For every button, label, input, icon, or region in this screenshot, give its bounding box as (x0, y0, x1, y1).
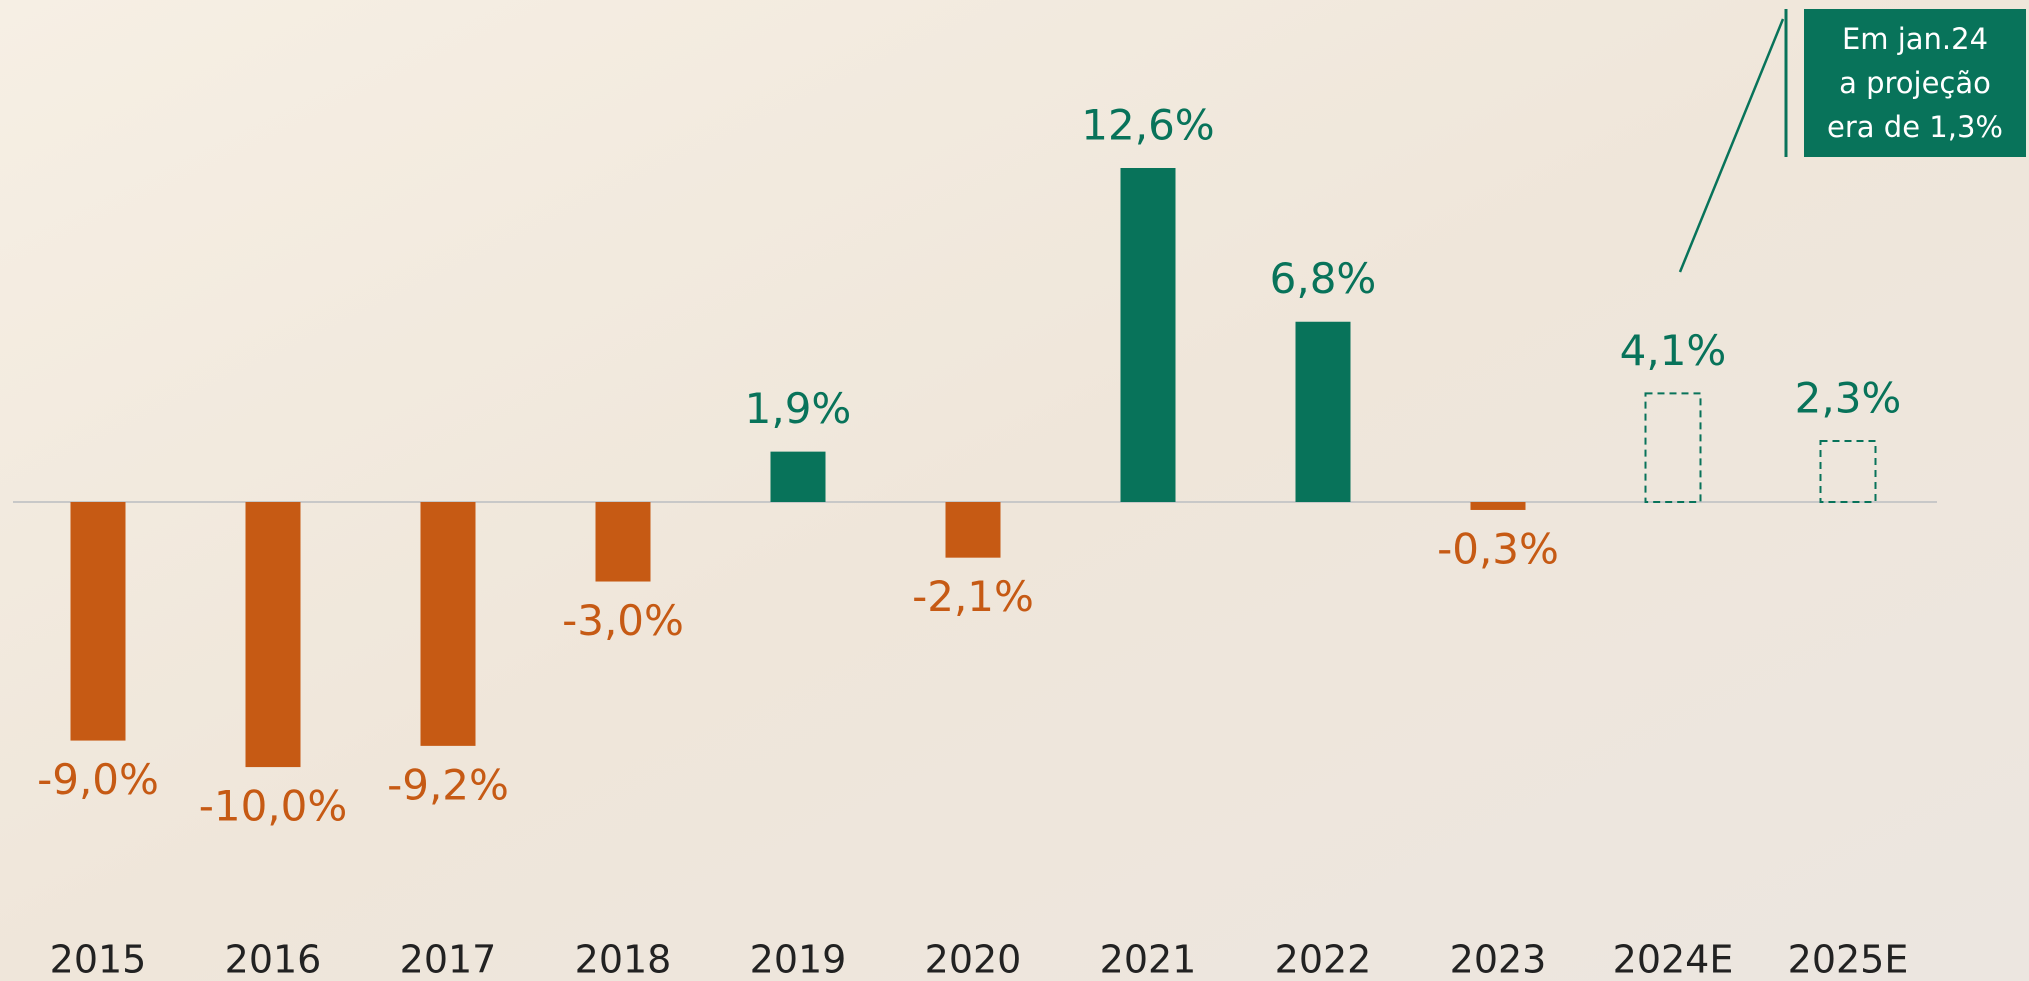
annotation-line: era de 1,3% (1827, 110, 2003, 144)
value-label: 2,3% (1795, 374, 1902, 423)
x-tick-label: 2019 (750, 938, 847, 981)
x-tick-label: 2024E (1613, 938, 1734, 981)
x-tick-label: 2016 (225, 938, 322, 981)
annotation-line: Em jan.24 (1842, 22, 1988, 56)
value-label: 1,9% (745, 384, 852, 433)
bar (1471, 502, 1526, 510)
value-label: 12,6% (1081, 101, 1214, 150)
bar (421, 502, 476, 746)
x-tick-label: 2017 (400, 938, 497, 981)
bar (771, 452, 826, 502)
value-label: -10,0% (199, 782, 348, 831)
x-tick-label: 2020 (925, 938, 1022, 981)
value-label: -2,1% (912, 572, 1034, 621)
x-tick-label: 2025E (1788, 938, 1909, 981)
page: {"chart_data": {"type": "bar", "categori… (0, 0, 2029, 981)
value-label: -3,0% (562, 596, 684, 645)
x-tick-label: 2021 (1100, 938, 1197, 981)
value-label: -9,0% (37, 755, 159, 804)
background (0, 0, 2029, 981)
value-label: 4,1% (1620, 326, 1727, 375)
x-tick-label: 2015 (50, 938, 147, 981)
value-label: -0,3% (1437, 524, 1559, 573)
x-tick-label: 2018 (575, 938, 672, 981)
bar (596, 502, 651, 582)
bar (1121, 168, 1176, 502)
value-label: -9,2% (387, 760, 509, 809)
x-tick-label: 2023 (1450, 938, 1547, 981)
bar (946, 502, 1001, 558)
bar (71, 502, 126, 741)
x-tick-label: 2022 (1275, 938, 1372, 981)
bar (246, 502, 301, 767)
chart: Em jan.24 a projeção era de 1,3% -9,0% 20… (0, 0, 2029, 981)
bar (1296, 322, 1351, 502)
value-label: 6,8% (1270, 254, 1377, 303)
annotation-line: a projeção (1839, 66, 1991, 100)
